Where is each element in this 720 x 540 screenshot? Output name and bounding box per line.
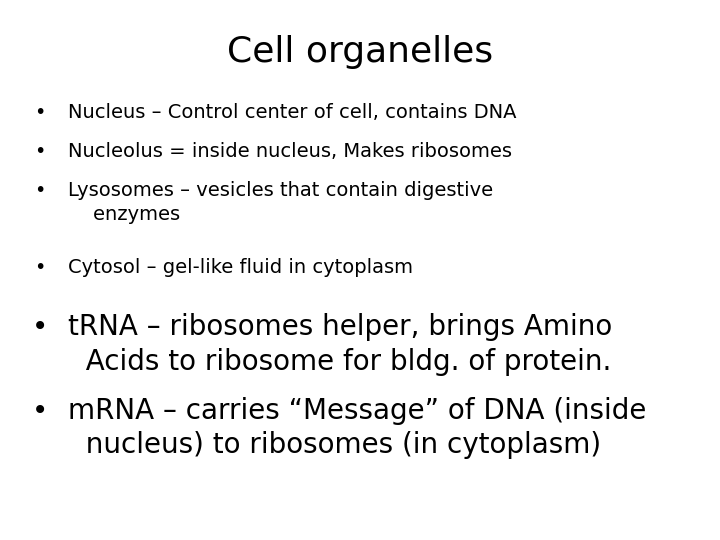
Text: •: • <box>32 397 48 425</box>
Text: •: • <box>34 258 45 276</box>
Text: tRNA – ribosomes helper, brings Amino
  Acids to ribosome for bldg. of protein.: tRNA – ribosomes helper, brings Amino Ac… <box>68 313 613 376</box>
Text: Lysosomes – vesicles that contain digestive
    enzymes: Lysosomes – vesicles that contain digest… <box>68 181 493 224</box>
Text: •: • <box>32 313 48 341</box>
Text: mRNA – carries “Message” of DNA (inside
  nucleus) to ribosomes (in cytoplasm): mRNA – carries “Message” of DNA (inside … <box>68 397 647 460</box>
Text: •: • <box>34 103 45 122</box>
Text: •: • <box>34 181 45 200</box>
Text: Cell organelles: Cell organelles <box>227 35 493 69</box>
Text: Cytosol – gel-like fluid in cytoplasm: Cytosol – gel-like fluid in cytoplasm <box>68 258 413 276</box>
Text: Nucleus – Control center of cell, contains DNA: Nucleus – Control center of cell, contai… <box>68 103 517 122</box>
Text: Nucleolus = inside nucleus, Makes ribosomes: Nucleolus = inside nucleus, Makes riboso… <box>68 142 513 161</box>
Text: •: • <box>34 142 45 161</box>
